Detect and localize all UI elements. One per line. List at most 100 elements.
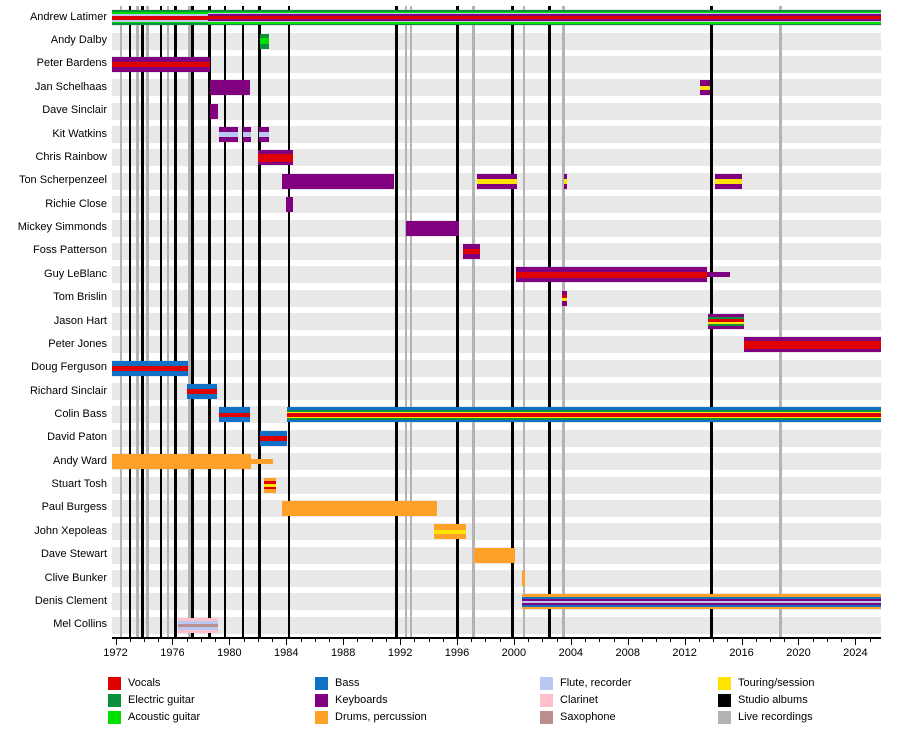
instrument-stripe-vocals: [259, 436, 287, 441]
instrument-stripe-acoustic_guitar: [208, 22, 881, 24]
member-bar: [259, 430, 287, 446]
instrument-stripe-keyboards: [219, 127, 238, 133]
instrument-stripe-electric_guitar: [259, 33, 270, 39]
instrument-stripe-drums: [250, 459, 274, 465]
legend-swatch-clarinet: [540, 694, 553, 707]
legend-label: Drums, percussion: [335, 711, 427, 723]
timeline-row-band: [112, 313, 881, 330]
member-bar: [286, 407, 881, 423]
instrument-stripe-keyboards: [286, 197, 293, 213]
axis-minor-tick: [215, 638, 217, 642]
member-bar: [112, 454, 251, 470]
instrument-stripe-flute: [112, 13, 209, 16]
member-bar: [250, 459, 274, 465]
instrument-stripe-electric_guitar: [208, 23, 881, 26]
member-name-label: Kit Watkins: [52, 127, 107, 140]
axis-minor-tick: [727, 638, 729, 642]
instrument-stripe-saxophone: [178, 623, 218, 628]
instrument-stripe-clarinet: [178, 629, 218, 633]
instrument-stripe-touring: [715, 178, 742, 184]
instrument-stripe-drums: [433, 524, 467, 530]
axis-minor-tick: [585, 638, 587, 642]
instrument-stripe-keyboards: [562, 301, 567, 306]
legend-swatch-acoustic_guitar: [108, 711, 121, 724]
instrument-stripe-drums: [522, 594, 881, 597]
axis-year-label: 2024: [843, 647, 868, 659]
axis-year-label: 2020: [786, 647, 811, 659]
studio-album-line: [548, 6, 551, 637]
member-bar: [521, 571, 526, 587]
member-name-label: John Xepoleas: [34, 524, 107, 537]
instrument-stripe-vocals: [743, 341, 881, 349]
instrument-stripe-keyboards: [476, 183, 517, 189]
member-name-label: Richard Sinclair: [29, 384, 107, 397]
instrument-stripe-vocals: [112, 61, 211, 67]
legend-label: Bass: [335, 677, 360, 689]
instrument-stripe-keyboards: [463, 243, 480, 249]
axis-minor-tick: [599, 638, 601, 642]
member-bar: [743, 337, 881, 353]
member-bar: [242, 127, 251, 143]
timeline-row-band: [112, 196, 881, 214]
axis-minor-tick: [272, 638, 274, 642]
member-bar: [210, 103, 218, 119]
timeline-row-band: [112, 523, 881, 541]
axis-minor-tick: [371, 638, 373, 642]
axis-minor-tick: [528, 638, 530, 642]
axis-minor-tick: [542, 638, 544, 642]
instrument-stripe-electric_guitar: [286, 417, 881, 420]
member-bar: [562, 290, 567, 306]
live-recording-line: [146, 6, 149, 637]
instrument-stripe-keyboards: [516, 277, 708, 283]
instrument-stripe-keyboards: [715, 183, 742, 189]
axis-year-label: 1996: [444, 647, 470, 659]
legend-swatch-saxophone: [540, 711, 553, 724]
member-name-label: Doug Ferguson: [31, 361, 107, 374]
member-bar: [258, 127, 270, 143]
axis-minor-tick: [499, 638, 501, 642]
timeline-row-band: [112, 383, 881, 401]
instrument-stripe-bass: [522, 605, 881, 608]
instrument-stripe-electric_guitar: [286, 409, 881, 412]
axis-year-label: 2004: [558, 647, 584, 659]
axis-major-tick: [570, 638, 572, 645]
axis-minor-tick: [670, 638, 672, 642]
member-name-label: Dave Stewart: [40, 548, 107, 561]
member-name-label: Peter Jones: [48, 337, 107, 350]
live-recording-line: [166, 6, 170, 637]
instrument-stripe-drums: [282, 500, 438, 516]
axis-minor-tick: [314, 638, 316, 642]
axis-minor-tick: [471, 638, 473, 642]
instrument-stripe-keyboards: [282, 173, 394, 189]
axis-minor-tick: [144, 638, 145, 642]
instrument-stripe-electric_guitar: [259, 43, 270, 49]
instrument-stripe-touring: [264, 483, 276, 487]
axis-minor-tick: [385, 638, 387, 642]
instrument-stripe-drums: [264, 489, 276, 493]
axis-minor-tick: [357, 638, 359, 642]
instrument-stripe-keyboards: [258, 136, 270, 143]
axis-year-label: 2000: [501, 647, 527, 659]
studio-album-line: [141, 6, 144, 637]
instrument-stripe-drums: [264, 477, 276, 482]
instrument-stripe-keyboards: [257, 150, 294, 155]
axis-minor-tick: [656, 638, 658, 642]
instrument-stripe-bass: [187, 393, 218, 400]
live-recording-line: [779, 6, 782, 637]
instrument-stripe-keyboards: [258, 127, 270, 133]
member-bar: [112, 10, 209, 26]
studio-album-line: [159, 6, 163, 637]
member-bar: [259, 33, 270, 49]
axis-year-label: 1972: [103, 647, 128, 659]
axis-major-tick: [798, 638, 800, 645]
axis-year-label: 2016: [729, 647, 754, 659]
timeline-row-band: [112, 149, 881, 167]
member-name-label: Dave Sinclair: [42, 104, 107, 117]
legend-label: Keyboards: [335, 694, 388, 706]
member-bar: [210, 80, 250, 96]
axis-minor-tick: [755, 638, 757, 642]
instrument-stripe-touring: [433, 529, 467, 535]
axis-major-tick: [229, 638, 231, 645]
instrument-stripe-keyboards: [707, 272, 731, 278]
instrument-stripe-bass: [112, 360, 189, 366]
